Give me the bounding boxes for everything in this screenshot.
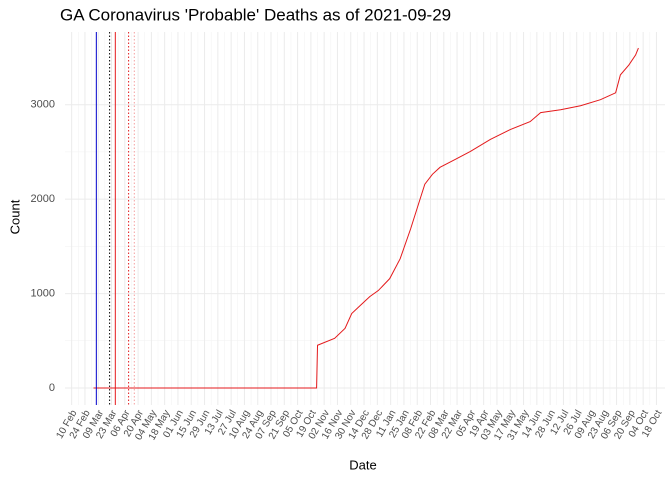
y-axis-label: Count <box>7 199 22 234</box>
y-tick-label: 3000 <box>31 99 55 111</box>
x-axis-label: Date <box>349 457 376 472</box>
y-tick-label: 1000 <box>31 287 55 299</box>
y-tick-label: 2000 <box>31 193 55 205</box>
y-tick-label: 0 <box>49 382 55 394</box>
chart-title: GA Coronavirus 'Probable' Deaths as of 2… <box>60 5 451 24</box>
data-line <box>93 47 639 389</box>
